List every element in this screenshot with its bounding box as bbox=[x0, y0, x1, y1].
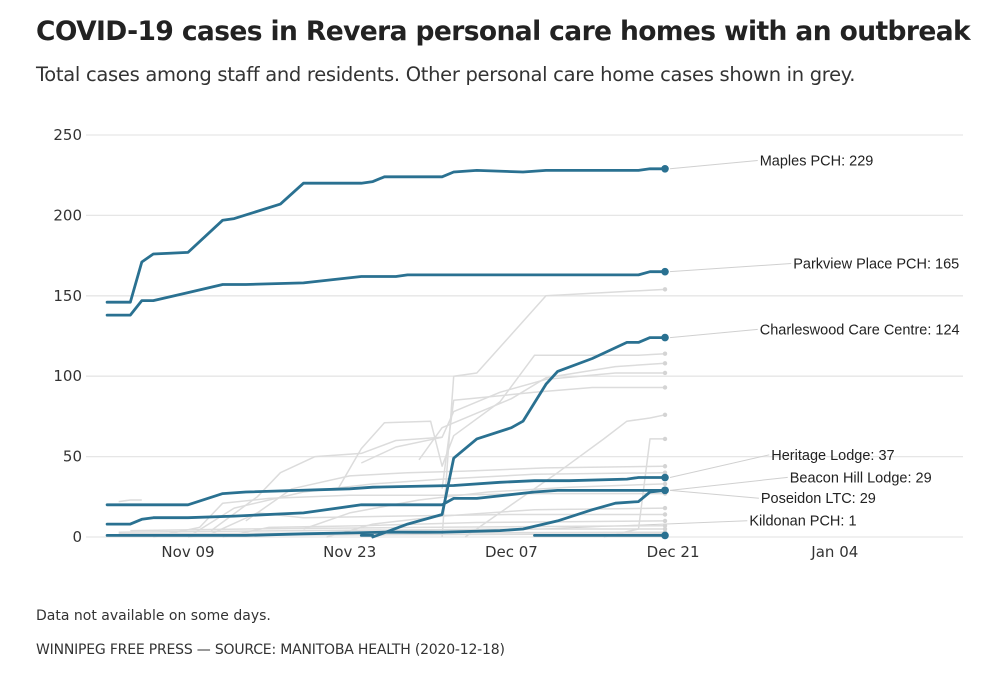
series-end-marker-other bbox=[662, 518, 668, 524]
series-end-marker-other bbox=[662, 481, 668, 487]
series-end-marker-other bbox=[662, 351, 668, 356]
series-end-marker-charleswood-care-centre bbox=[661, 333, 669, 342]
series-labels: Maples PCH: 229 Parkview Place PCH: 165 Ch… bbox=[749, 154, 959, 530]
series-line-heritage-lodge bbox=[105, 476, 667, 507]
other-series-group bbox=[118, 287, 668, 538]
label-leader-line bbox=[669, 262, 792, 273]
series-line-other bbox=[441, 386, 665, 489]
y-tick-label: 0 bbox=[72, 528, 82, 546]
source-credit: WINNIPEG FREE PRESS — SOURCE: MANITOBA H… bbox=[36, 642, 505, 658]
y-tick-label: 250 bbox=[53, 126, 82, 144]
series-label: Parkview Place PCH: 165 bbox=[793, 256, 959, 272]
x-tick-label: Jan 04 bbox=[810, 543, 858, 561]
series-line-maples-pch bbox=[105, 167, 667, 304]
series-end-marker-parkview-place-pch bbox=[661, 267, 669, 276]
series-end-marker-other bbox=[662, 436, 668, 442]
series-end-marker-other bbox=[662, 523, 668, 528]
label-leader-line bbox=[669, 160, 758, 170]
series-end-marker-other bbox=[662, 385, 668, 390]
series-line-other bbox=[118, 499, 142, 503]
x-tick-label: Nov 23 bbox=[323, 543, 376, 561]
highlighted-series-group bbox=[105, 164, 669, 540]
series-line-other bbox=[603, 438, 665, 538]
label-leader-line bbox=[669, 476, 788, 491]
y-tick-label: 150 bbox=[53, 287, 82, 305]
series-line-other bbox=[303, 483, 666, 530]
series-line-charleswood-care-centre bbox=[371, 336, 667, 539]
series-line-other bbox=[418, 362, 666, 461]
series-line-other bbox=[130, 524, 666, 532]
series-label: Maples PCH: 229 bbox=[760, 154, 874, 170]
series-end-marker-kildonan-pch-continued bbox=[661, 531, 669, 540]
series-line-other bbox=[118, 528, 665, 533]
chart-title: COVID-19 cases in Revera personal care h… bbox=[36, 16, 971, 47]
series-line-other bbox=[441, 288, 666, 538]
series-label: Poseidon LTC: 29 bbox=[761, 491, 876, 507]
x-axis: Nov 09 Nov 23 Dec 07 Dec 21 Jan 04 bbox=[161, 543, 858, 561]
series-line-other bbox=[360, 372, 665, 464]
series-line-other bbox=[337, 352, 666, 490]
x-tick-label: Nov 09 bbox=[161, 543, 214, 561]
series-line-other bbox=[245, 465, 666, 522]
series-label: Beacon Hill Lodge: 29 bbox=[790, 470, 932, 486]
series-line-other bbox=[464, 414, 666, 538]
series-end-marker-other bbox=[662, 287, 668, 292]
series-end-marker-other bbox=[662, 470, 668, 475]
series-end-marker-poseidon-ltc bbox=[661, 486, 669, 495]
series-label: Charleswood Care Centre: 124 bbox=[760, 322, 960, 338]
series-end-marker-other bbox=[662, 464, 668, 469]
label-leader-line bbox=[669, 489, 759, 499]
x-tick-label: Dec 21 bbox=[647, 543, 700, 561]
series-line-beacon-hill-lodge bbox=[105, 489, 667, 526]
y-tick-label: 100 bbox=[53, 367, 82, 385]
chart-subtitle: Total cases among staff and residents. O… bbox=[36, 63, 856, 86]
series-end-marker-heritage-lodge bbox=[661, 473, 669, 482]
label-leader-line bbox=[669, 328, 758, 339]
series-line-other bbox=[210, 436, 443, 532]
series-end-marker-maples-pch bbox=[661, 164, 669, 173]
series-line-other bbox=[187, 471, 666, 538]
series-end-marker-other bbox=[662, 512, 668, 517]
footnote: Data not available on some days. bbox=[36, 608, 271, 624]
series-end-marker-other bbox=[662, 526, 668, 532]
y-tick-label: 50 bbox=[63, 448, 82, 466]
series-label: Kildonan PCH: 1 bbox=[749, 514, 856, 530]
series-line-poseidon-ltc bbox=[105, 489, 667, 537]
series-label: Heritage Lodge: 37 bbox=[771, 448, 894, 464]
label-leader-line bbox=[669, 454, 770, 478]
series-end-marker-other bbox=[662, 370, 668, 376]
series-end-marker-other bbox=[662, 505, 668, 511]
gridlines bbox=[86, 134, 963, 538]
series-end-marker-other bbox=[662, 412, 668, 417]
y-tick-label: 200 bbox=[53, 206, 82, 224]
x-tick-label: Dec 07 bbox=[485, 543, 538, 561]
series-end-marker-other bbox=[662, 361, 668, 366]
y-axis: 0 50 100 150 200 250 bbox=[53, 126, 82, 546]
series-line-parkview-place-pch bbox=[105, 270, 667, 317]
